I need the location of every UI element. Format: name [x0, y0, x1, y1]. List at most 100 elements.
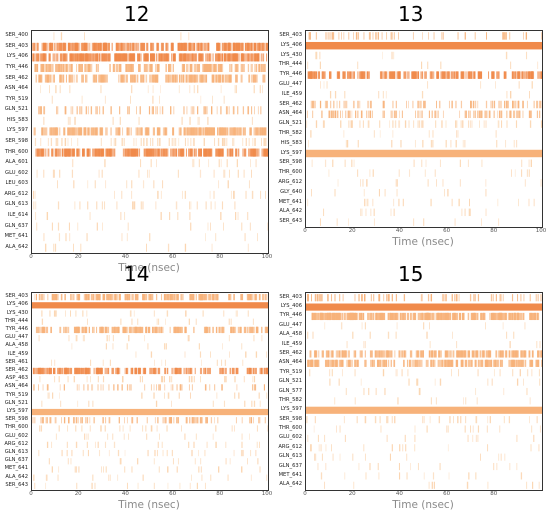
contact-segment — [49, 392, 50, 399]
heatmap-row — [33, 474, 268, 481]
contact-segment — [426, 425, 428, 433]
contact-segment — [239, 326, 242, 334]
contact-segment — [33, 367, 37, 375]
contact-segment — [119, 74, 122, 83]
contact-segment — [441, 359, 444, 367]
contact-segment — [205, 53, 207, 62]
contact-segment — [126, 343, 128, 350]
contact-segment — [413, 218, 415, 226]
contact-segment — [493, 312, 497, 321]
contact-segment — [207, 293, 211, 301]
contact-segment — [171, 449, 173, 457]
contact-segment — [520, 350, 523, 358]
contact-segment — [310, 444, 312, 452]
contact-segment — [198, 148, 201, 157]
contact-segment — [444, 188, 445, 197]
contact-segment — [500, 453, 502, 461]
plot-area — [305, 292, 543, 491]
residue-label: ASN_464 — [278, 110, 302, 117]
contact-segment — [500, 312, 504, 321]
contact-segment — [175, 326, 177, 334]
contact-segment — [493, 294, 494, 302]
contact-segment — [485, 350, 488, 358]
heatmap-row — [345, 387, 528, 396]
contact-segment — [468, 208, 470, 217]
residue-label: GLU_602 — [5, 432, 28, 439]
contact-segment — [369, 169, 371, 177]
contact-segment — [205, 417, 207, 424]
contact-segment — [391, 32, 393, 40]
contact-segment — [96, 106, 98, 115]
contact-segment — [236, 63, 239, 73]
contact-segment — [218, 137, 220, 147]
contact-segment — [110, 148, 113, 157]
contact-segment — [102, 293, 106, 301]
contact-segment — [419, 359, 423, 367]
contact-segment — [241, 441, 243, 448]
contact-segment — [480, 110, 482, 119]
contact-segment — [217, 417, 219, 424]
contact-segment — [513, 110, 515, 119]
contact-segment — [87, 180, 89, 189]
contact-segment — [371, 312, 374, 321]
contact-segment — [215, 233, 217, 242]
contact-segment — [108, 293, 112, 301]
residue-label: SER_598 — [5, 416, 28, 423]
contact-segment — [198, 449, 199, 457]
contact-segment — [107, 367, 110, 375]
contact-segment — [64, 106, 66, 115]
contact-segment — [125, 53, 127, 62]
contact-segment — [193, 63, 196, 73]
contact-segment — [474, 359, 476, 367]
contact-segment — [230, 318, 232, 325]
contact-segment — [395, 100, 397, 109]
contact-segment — [150, 425, 152, 432]
contact-segment — [321, 110, 323, 119]
contact-segment — [84, 127, 87, 136]
contact-segment — [515, 359, 517, 367]
contact-segment — [210, 351, 211, 358]
heatmap-svg — [32, 32, 268, 252]
contact-segment — [52, 169, 55, 178]
contact-segment — [187, 74, 191, 83]
heatmap-row — [34, 63, 266, 73]
contact-segment — [474, 110, 476, 119]
contact-segment — [232, 293, 235, 301]
contact-segment — [97, 148, 101, 157]
contact-segment — [87, 449, 89, 457]
contact-segment — [262, 74, 266, 83]
contact-segment — [196, 201, 198, 210]
contact-segment — [335, 350, 339, 358]
contact-segment — [175, 201, 178, 210]
contact-segment — [469, 198, 470, 207]
contact-segment — [152, 367, 156, 375]
contact-segment — [314, 294, 316, 302]
contact-segment — [60, 32, 63, 41]
heatmap-row — [334, 397, 531, 405]
contact-segment — [140, 53, 142, 62]
contact-segment — [101, 53, 104, 62]
contact-segment — [328, 369, 331, 377]
contact-segment — [251, 190, 254, 199]
contact-segment — [406, 100, 407, 109]
contact-segment — [153, 482, 155, 490]
contact-segment — [529, 397, 531, 405]
x-tick-label: 100 — [261, 491, 273, 497]
residue-label: GLN_637 — [4, 222, 28, 229]
residue-label: MET_641 — [4, 233, 28, 240]
contact-segment — [325, 462, 327, 471]
contact-segment — [440, 312, 443, 321]
contact-segment — [160, 148, 163, 157]
residue-label: ALA_458 — [5, 342, 28, 349]
contact-segment — [209, 384, 211, 391]
contact-segment — [508, 110, 511, 119]
contact-segment — [257, 106, 259, 115]
contact-segment — [537, 71, 541, 79]
contact-segment — [38, 449, 40, 457]
residue-label: GLU_447 — [279, 80, 302, 87]
contact-segment — [417, 110, 419, 119]
contact-segment — [420, 100, 421, 109]
contact-segment — [505, 32, 507, 40]
contact-segment — [465, 397, 467, 405]
contact-segment — [480, 453, 481, 461]
